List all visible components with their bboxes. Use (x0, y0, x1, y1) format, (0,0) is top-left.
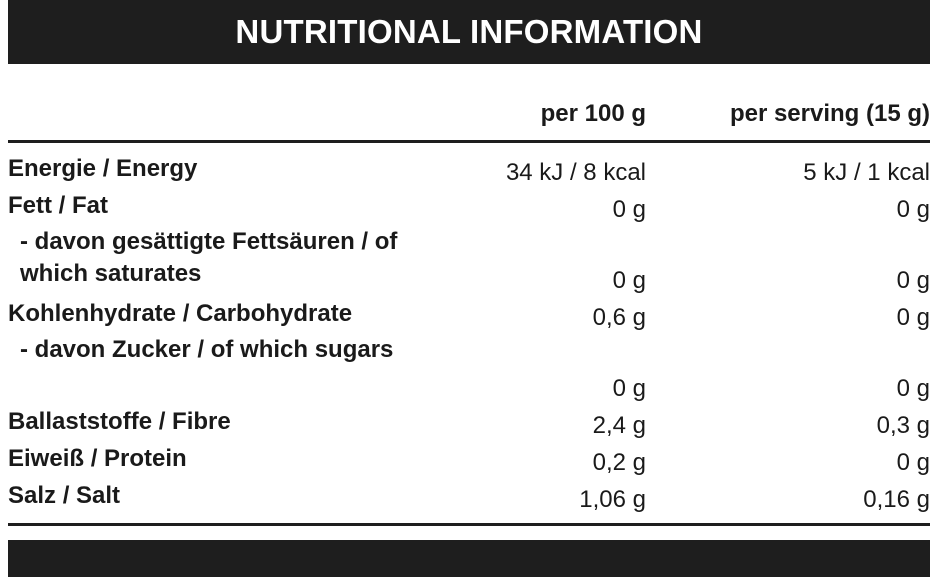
table-row-saturates: - davon gesättigte Fettsäuren / of which… (8, 226, 930, 297)
table-row-protein: Eiweiß / Protein 0,2 g 0 g (8, 442, 930, 479)
value-per-serving: 0 g (896, 304, 930, 331)
row-label: - davon gesättigte Fettsäuren / of which… (20, 228, 398, 287)
value-per-serving: 0,3 g (876, 412, 930, 439)
table-row-sugars: - davon Zucker / of which sugars 0 g 0 g (8, 334, 930, 405)
value-per-serving: 0 g (896, 449, 930, 476)
nutrition-table: Energie / Energy 34 kJ / 8 kcal 5 kJ / 1… (8, 152, 930, 516)
value-per-100g: 0 g (612, 375, 646, 402)
header-bar: NUTRITIONAL INFORMATION (8, 0, 930, 64)
row-label: Eiweiß / Protein (8, 445, 187, 472)
table-row-salt: Salz / Salt 1,06 g 0,16 g (8, 479, 930, 516)
table-row-fibre: Ballaststoffe / Fibre 2,4 g 0,3 g (8, 405, 930, 442)
row-label: - davon Zucker / of which sugars (20, 336, 394, 363)
value-per-100g: 0 g (612, 267, 646, 294)
table-row-energy: Energie / Energy 34 kJ / 8 kcal 5 kJ / 1… (8, 152, 930, 189)
row-label: Energie / Energy (8, 155, 198, 182)
top-divider (8, 140, 930, 143)
row-label: Ballaststoffe / Fibre (8, 408, 231, 435)
footer-bar (8, 540, 930, 577)
value-per-serving: 5 kJ / 1 kcal (803, 159, 930, 186)
table-row-carbohydrate: Kohlenhydrate / Carbohydrate 0,6 g 0 g (8, 297, 930, 334)
column-header-per-serving: per serving (15 g) (729, 100, 930, 127)
column-headers: per 100 g per serving (15 g) (8, 100, 930, 136)
value-per-serving: 0,16 g (863, 486, 930, 513)
row-label: Salz / Salt (8, 482, 121, 509)
value-per-100g: 0,6 g (592, 304, 646, 331)
page-title: NUTRITIONAL INFORMATION (235, 13, 703, 50)
column-header-per-100g: per 100 g (540, 100, 646, 127)
value-per-serving: 0 g (896, 267, 930, 294)
value-per-100g: 2,4 g (592, 412, 646, 439)
value-per-serving: 0 g (896, 196, 930, 223)
value-per-serving: 0 g (896, 375, 930, 402)
row-label: Fett / Fat (8, 192, 108, 219)
value-per-100g: 34 kJ / 8 kcal (505, 159, 646, 186)
value-per-100g: 0 g (612, 196, 646, 223)
bottom-divider (8, 523, 930, 526)
table-row-fat: Fett / Fat 0 g 0 g (8, 189, 930, 226)
value-per-100g: 1,06 g (579, 486, 646, 513)
row-label: Kohlenhydrate / Carbohydrate (8, 300, 353, 327)
value-per-100g: 0,2 g (592, 449, 646, 476)
